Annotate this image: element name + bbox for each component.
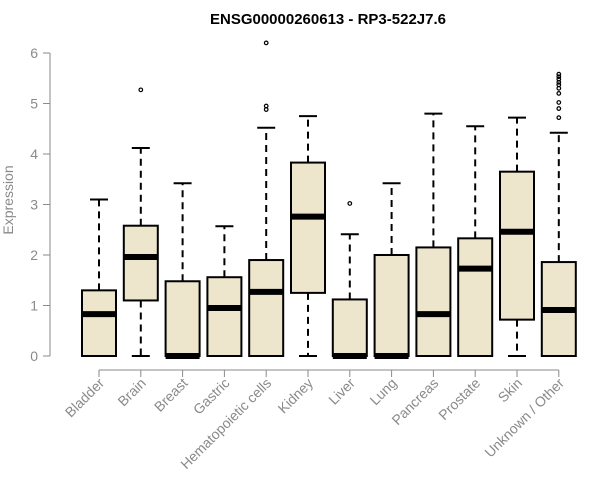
box-body xyxy=(415,246,452,357)
box-unknown-other xyxy=(540,71,577,358)
y-axis-label: Expression xyxy=(0,165,16,234)
box-body xyxy=(457,237,494,358)
box-body xyxy=(81,289,117,358)
outlier-point xyxy=(556,74,562,80)
x-tick-label: Bladder xyxy=(62,375,108,421)
y-tick-label: 5 xyxy=(30,96,38,112)
outlier-point xyxy=(556,90,562,96)
x-tick-label: Kidney xyxy=(275,375,317,417)
y-tick-label: 4 xyxy=(30,146,38,162)
box-body xyxy=(122,224,159,302)
box-lung xyxy=(373,182,410,359)
box-breast xyxy=(164,182,201,359)
outlier-point xyxy=(263,103,269,109)
outlier-point xyxy=(556,100,562,105)
box-body xyxy=(499,170,535,321)
chart-title: ENSG00000260613 - RP3-522J7.6 xyxy=(210,11,446,28)
x-tick-label: Brain xyxy=(114,375,148,409)
box-body xyxy=(290,161,326,294)
outlier-point xyxy=(138,87,144,93)
box-body xyxy=(206,276,243,357)
y-tick-label: 2 xyxy=(30,247,38,263)
box-body xyxy=(331,298,368,358)
box-body xyxy=(248,259,285,357)
box-body xyxy=(164,280,201,358)
outlier-point xyxy=(556,76,562,82)
x-tick-label: Liver xyxy=(325,375,358,408)
y-axis: 0 1 2 3 4 5 6 xyxy=(30,45,51,364)
box-kidney xyxy=(290,115,326,357)
box-body xyxy=(373,254,410,357)
box-pancreas xyxy=(415,112,452,357)
box-gastric xyxy=(206,225,243,357)
outlier-point xyxy=(263,40,269,46)
box-skin xyxy=(499,116,535,357)
box-hematopoietic-cells xyxy=(248,40,285,357)
box-brain xyxy=(122,87,159,357)
x-tick-label: Lung xyxy=(366,375,399,408)
box-bladder xyxy=(81,198,117,358)
outlier-point xyxy=(347,201,353,206)
y-tick-label: 6 xyxy=(30,45,38,61)
plot-area xyxy=(81,40,577,359)
y-tick-label: 3 xyxy=(30,197,38,213)
x-tick-label: Breast xyxy=(151,375,191,415)
box-liver xyxy=(331,201,368,359)
outlier-point xyxy=(556,115,562,121)
x-tick-label: Skin xyxy=(495,375,526,406)
x-tick-label: Unknown / Other xyxy=(481,375,567,461)
x-tick-label: Prostate xyxy=(435,375,483,423)
y-tick-label: 0 xyxy=(30,348,38,364)
box-prostate xyxy=(457,125,494,358)
y-tick-label: 1 xyxy=(30,298,38,314)
outlier-point xyxy=(556,82,562,88)
outlier-point xyxy=(556,106,562,111)
outlier-point xyxy=(556,71,562,77)
